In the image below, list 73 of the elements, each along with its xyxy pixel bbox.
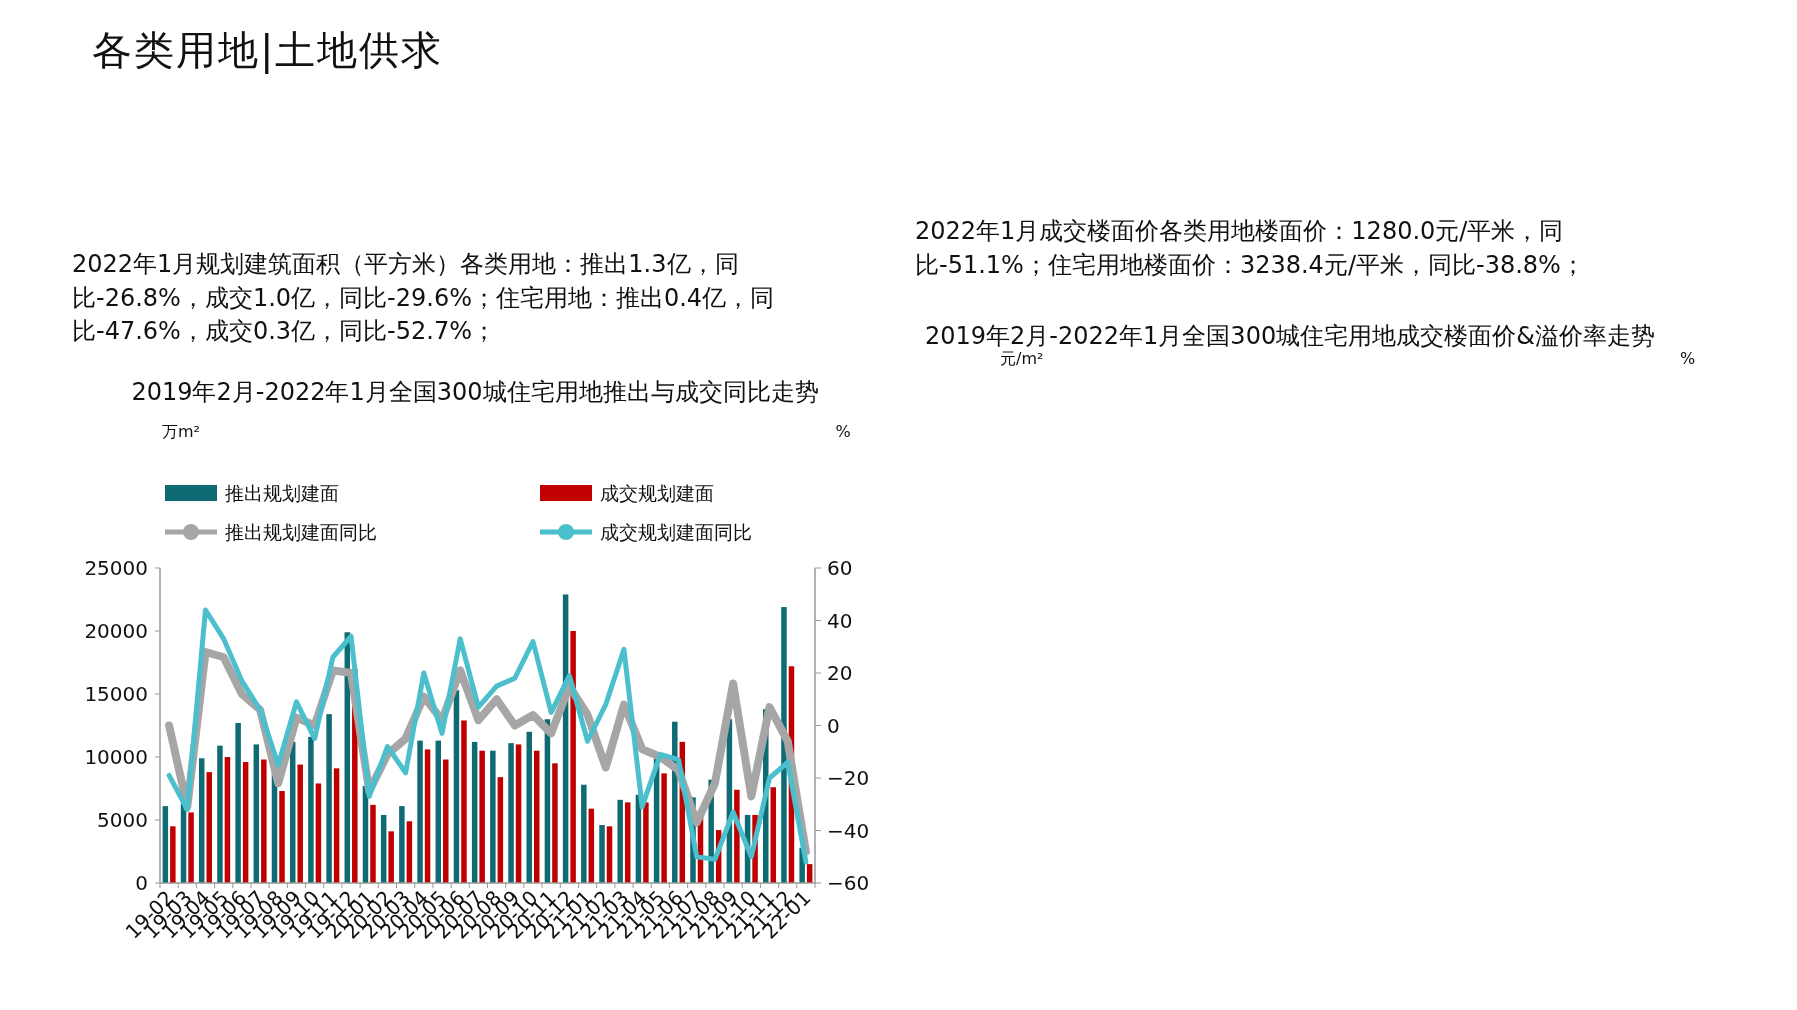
bar	[461, 720, 467, 883]
text: 2022年1月成交楼面价各类用地楼面价：1280.0元/平米，同比-51.1%；住宅用地楼面价：3238.4元/平米，同比-38.8%；	[915, 216, 1586, 281]
bar	[217, 745, 223, 883]
y2-axis-title: %	[835, 422, 851, 441]
bar	[661, 773, 667, 883]
bar	[253, 744, 260, 883]
y2-tick-label: 20	[827, 661, 853, 685]
bar	[424, 749, 431, 883]
bar	[471, 741, 478, 883]
bar	[315, 783, 322, 883]
bar	[388, 831, 394, 883]
bar	[533, 750, 540, 883]
bar	[406, 821, 413, 883]
bar	[770, 787, 777, 883]
y-tick-label: 25000	[84, 556, 148, 580]
bar	[188, 812, 194, 883]
bar	[326, 714, 332, 883]
bar	[624, 802, 631, 883]
bar	[526, 731, 532, 883]
bar	[399, 806, 405, 883]
y-tick-label: 20000	[84, 619, 148, 643]
bar	[261, 759, 267, 883]
bar	[297, 764, 303, 883]
bar	[606, 826, 613, 883]
bar	[443, 759, 449, 883]
y2-tick-label: 40	[827, 608, 853, 633]
y2-tick-label: 0	[827, 713, 840, 738]
bar	[242, 762, 249, 883]
bar	[198, 758, 205, 883]
y-axis-title: 万m²	[162, 422, 200, 441]
bar	[162, 806, 169, 883]
y-tick-label: 5000	[97, 808, 148, 832]
bar	[308, 736, 314, 883]
bar	[370, 804, 376, 883]
legend-label: 成交规划建面	[600, 482, 714, 504]
y2-tick-label: −60	[827, 871, 870, 895]
text: 2022年1月规划建筑面积（平方米）各类用地：推出1.3亿，同比-26.8%，成交1.0亿，同比-29.6%；住宅用地：推出0.4亿，同比-47.6%，成交0.3亿，同比-52.7%；	[72, 249, 776, 348]
bar	[617, 799, 623, 883]
bar	[380, 814, 387, 883]
chart-title: 2019年2月-2022年1月全国300城住宅用地推出与成交同比走势	[131, 378, 819, 406]
bar	[279, 791, 285, 883]
y-tick-label: 15000	[84, 682, 148, 706]
bar	[417, 740, 423, 883]
text: 2019年2月-2022年1月全国300城住宅用地成交楼面价&溢价率走势	[925, 322, 1655, 350]
bar	[552, 763, 558, 883]
legend-label: 推出规划建面同比	[225, 521, 377, 543]
bar	[235, 722, 241, 883]
text: 各类用地|土地供求	[92, 26, 444, 76]
legend-label: 成交规划建面同比	[600, 521, 752, 543]
bar	[508, 743, 514, 883]
text: 元/m²	[1000, 348, 1044, 370]
bar	[570, 631, 576, 883]
bar	[497, 777, 504, 883]
bar	[581, 784, 587, 883]
bar	[781, 607, 787, 883]
y2-tick-label: 60	[827, 556, 853, 580]
bar	[515, 744, 522, 883]
bar	[479, 750, 485, 883]
bar	[333, 768, 340, 883]
y2-tick-label: −40	[827, 818, 870, 843]
bar	[599, 825, 605, 883]
bar	[672, 721, 678, 883]
bar	[435, 740, 442, 883]
bar	[170, 826, 176, 883]
bar	[206, 772, 212, 883]
bar	[490, 750, 496, 883]
text: %	[1680, 348, 1696, 370]
bar	[224, 757, 231, 883]
y2-tick-label: −20	[827, 766, 870, 790]
legend-label: 推出规划建面	[225, 482, 339, 504]
y-tick-label: 10000	[84, 745, 148, 769]
bar	[643, 802, 649, 883]
y-tick-label: 0	[135, 871, 148, 895]
